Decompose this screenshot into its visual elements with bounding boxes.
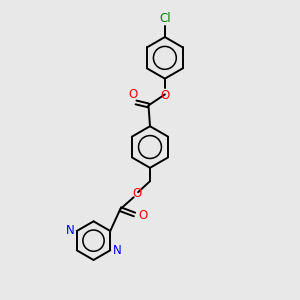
Text: N: N: [66, 224, 74, 238]
Text: Cl: Cl: [159, 12, 171, 25]
Text: O: O: [128, 88, 138, 101]
Text: O: O: [160, 89, 170, 102]
Text: O: O: [132, 187, 141, 200]
Text: O: O: [138, 209, 147, 223]
Text: N: N: [112, 244, 122, 257]
